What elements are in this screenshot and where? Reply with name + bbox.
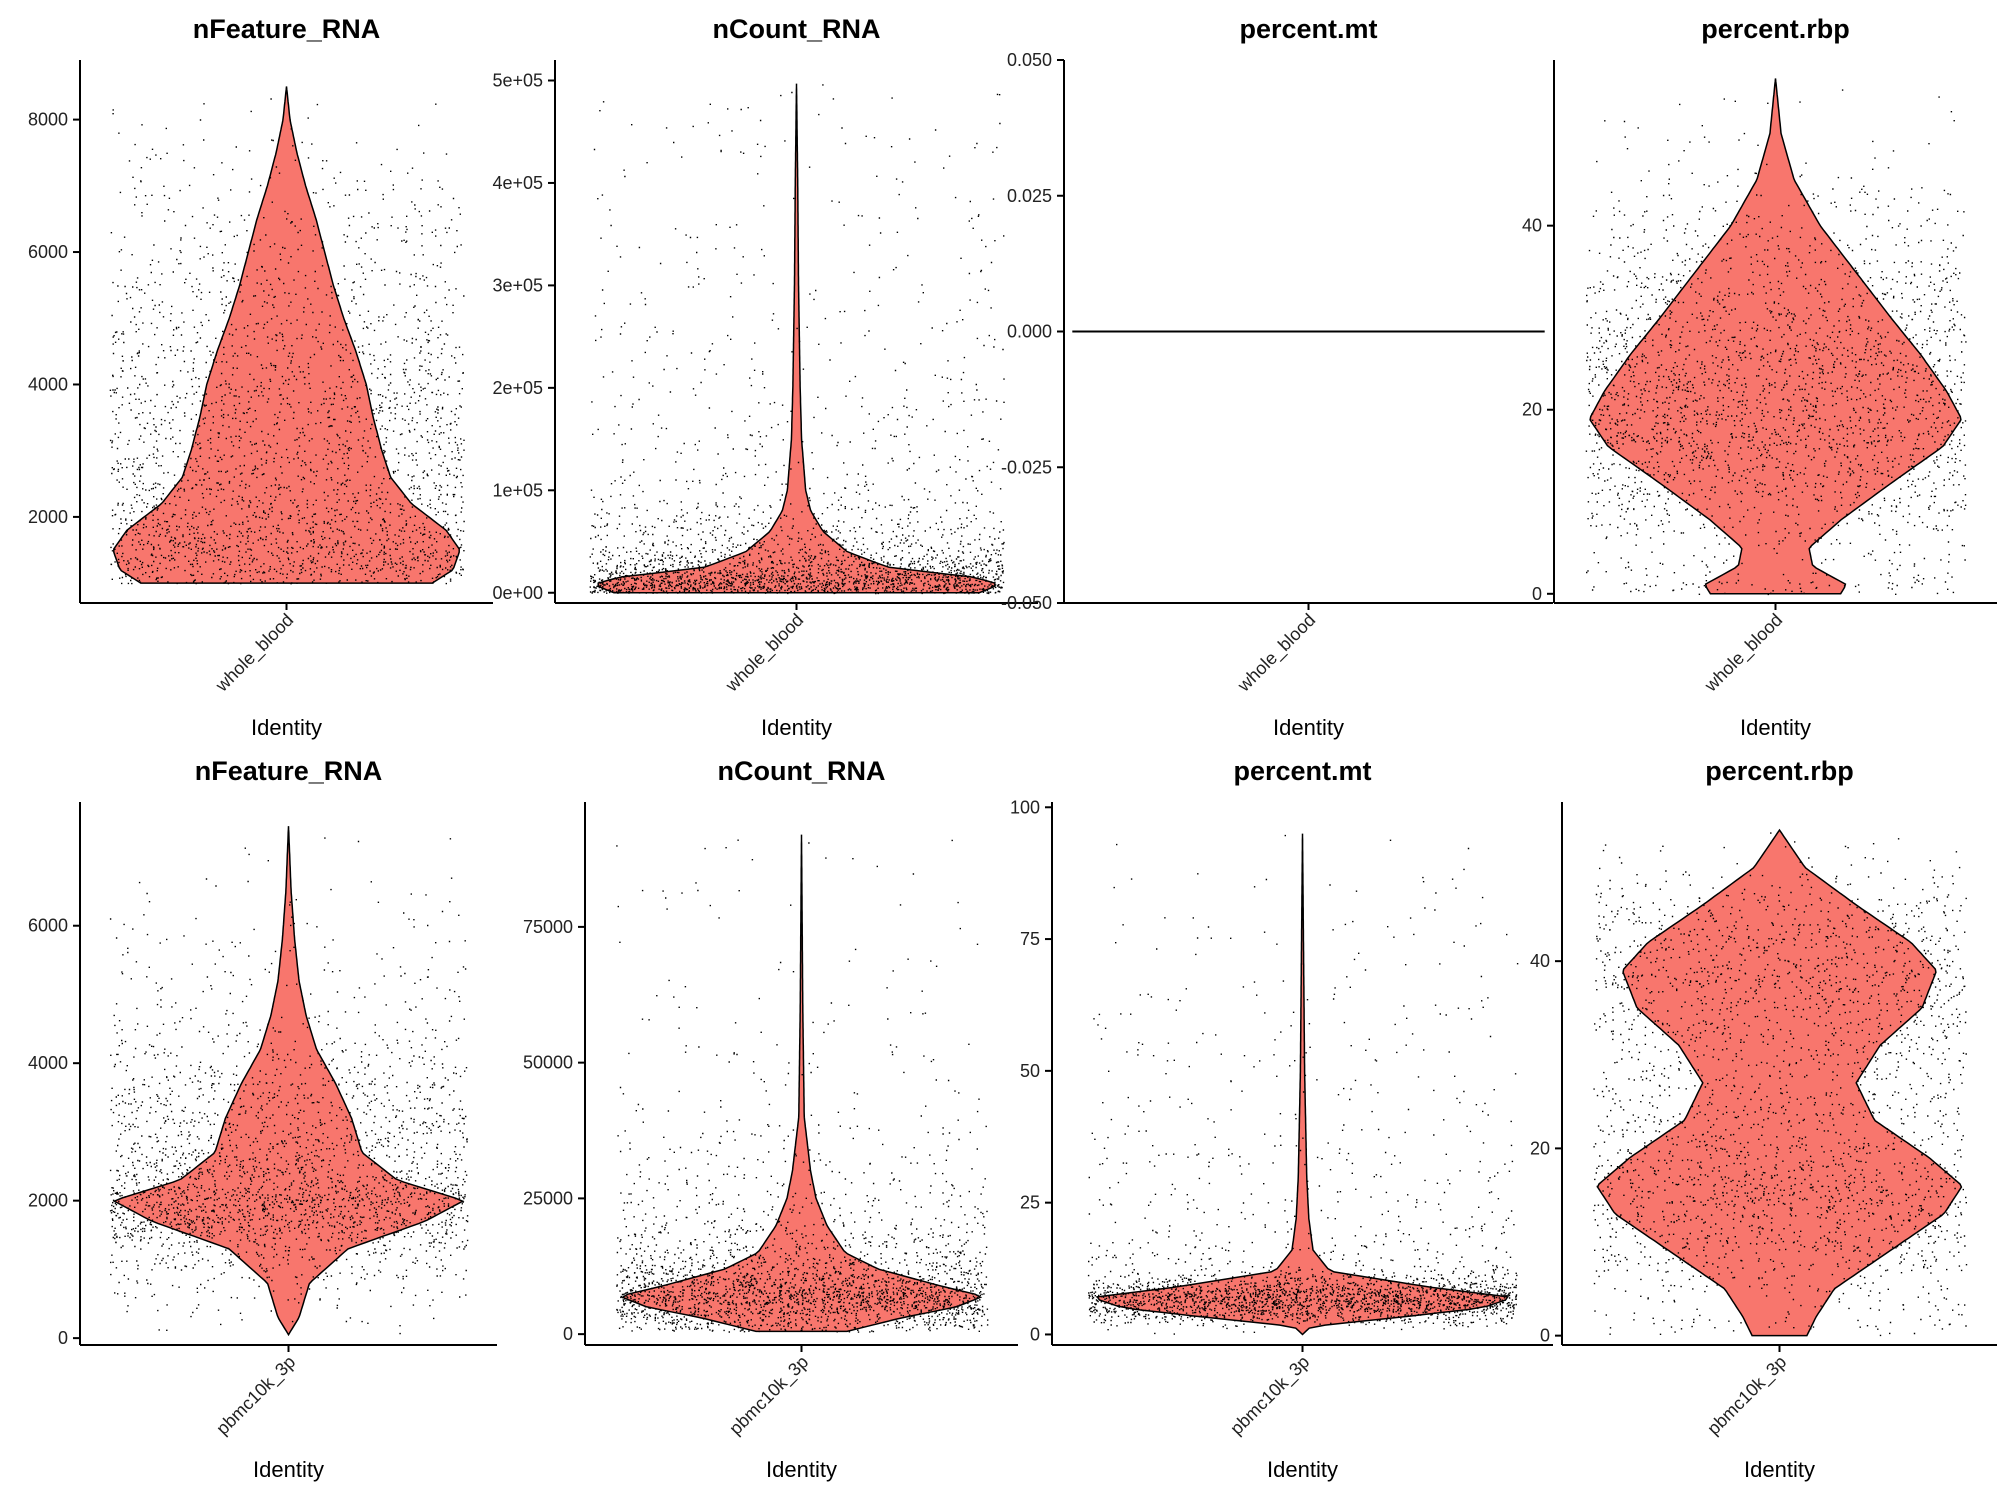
- y-tick-label: 2e+05: [492, 378, 543, 398]
- y-tick-label: 20: [1530, 1138, 1550, 1158]
- violin-panel: nCount_RNA 0e+00 1e+05 2e+05 3e+05 4e+05 5e+05…: [492, 14, 1038, 740]
- x-axis-title: Identity: [766, 1457, 837, 1482]
- y-tick-label: 0: [1030, 1324, 1040, 1344]
- violin-panel: percent.mt 0 25 50 75 100 pbmc10k_3p Identity: [1010, 756, 1553, 1482]
- violin-panel: percent.rbp 0 20 40 pbmc10k_3p Identity: [1530, 756, 1997, 1482]
- y-tick-label: 100: [1010, 797, 1040, 817]
- panel-title: percent.mt: [1239, 14, 1377, 44]
- y-tick-label: 0e+00: [492, 583, 543, 603]
- violin-shape: [113, 86, 460, 584]
- violin-shape: [597, 83, 996, 594]
- y-tick-label: 3e+05: [492, 275, 543, 295]
- y-tick-label: 6000: [28, 242, 68, 262]
- y-tick-label: 75: [1020, 929, 1040, 949]
- y-tick-label: 25000: [523, 1188, 573, 1208]
- x-category-label: pbmc10k_3p: [212, 1352, 300, 1440]
- y-tick-label: 4000: [28, 374, 68, 394]
- y-tick-label: -0.050: [1001, 593, 1052, 613]
- y-tick-label: 0: [58, 1328, 68, 1348]
- violin-shape: [1095, 833, 1510, 1336]
- x-category-label: whole_blood: [211, 610, 298, 697]
- jitter-point: [616, 839, 989, 1333]
- y-tick-label: 2000: [28, 507, 68, 527]
- y-tick-label: 0.050: [1007, 50, 1052, 70]
- violin-panel: nFeature_RNA 0 2000 4000 6000 pbmc10k_3p Ident…: [28, 756, 497, 1482]
- x-category-label: whole_blood: [1233, 610, 1320, 697]
- x-category-label: whole_blood: [1700, 610, 1787, 697]
- y-tick-label: 25: [1020, 1193, 1040, 1213]
- panel-title: nCount_RNA: [718, 756, 886, 786]
- y-tick-label: 0.025: [1007, 186, 1052, 206]
- y-tick-label: 0: [1540, 1326, 1550, 1346]
- y-tick-label: 40: [1530, 951, 1550, 971]
- x-category-label: pbmc10k_3p: [725, 1352, 813, 1440]
- panel-title: percent.rbp: [1701, 14, 1850, 44]
- panel-title: nFeature_RNA: [195, 756, 383, 786]
- x-category-label: whole_blood: [721, 610, 808, 697]
- y-tick-label: 5e+05: [492, 70, 543, 90]
- y-tick-label: 2000: [28, 1191, 68, 1211]
- violin-panel: percent.rbp 0 20 40 whole_blood Identity: [1522, 14, 1997, 740]
- violin-panel: nFeature_RNA 2000 4000 6000 8000 whole_blood I…: [28, 14, 493, 740]
- y-tick-label: 20: [1522, 400, 1542, 420]
- x-axis-title: Identity: [761, 715, 832, 740]
- y-tick-label: 1e+05: [492, 480, 543, 500]
- x-category-label: pbmc10k_3p: [1703, 1352, 1791, 1440]
- y-tick-label: 8000: [28, 110, 68, 130]
- x-axis-title: Identity: [1267, 1457, 1338, 1482]
- y-tick-label: 50000: [523, 1053, 573, 1073]
- panel-title: percent.mt: [1233, 756, 1371, 786]
- violin-shape: [1596, 828, 1963, 1337]
- y-tick-label: 0: [1532, 584, 1542, 604]
- y-tick-label: 4000: [28, 1053, 68, 1073]
- y-tick-label: 40: [1522, 216, 1542, 236]
- jitter-points: [616, 839, 989, 1333]
- panel-title: nCount_RNA: [713, 14, 881, 44]
- violin-shape: [620, 834, 983, 1333]
- y-tick-label: 6000: [28, 916, 68, 936]
- y-tick-label: -0.025: [1001, 457, 1052, 477]
- y-tick-label: 75000: [523, 917, 573, 937]
- y-tick-label: 0: [563, 1324, 573, 1344]
- panel-title: percent.rbp: [1705, 756, 1854, 786]
- x-axis-title: Identity: [1744, 1457, 1815, 1482]
- x-axis-title: Identity: [253, 1457, 324, 1482]
- violin-panel: percent.mt -0.050 -0.025 0.000 0.025 0.050 who…: [1001, 14, 1553, 740]
- y-tick-label: 50: [1020, 1061, 1040, 1081]
- x-axis-title: Identity: [1273, 715, 1344, 740]
- y-tick-label: 4e+05: [492, 173, 543, 193]
- violin-panel: nCount_RNA 0 25000 50000 75000 pbmc10k_3p Iden…: [523, 756, 1018, 1482]
- x-category-label: pbmc10k_3p: [1226, 1352, 1314, 1440]
- violin-shape: [112, 826, 465, 1337]
- panel-title: nFeature_RNA: [193, 14, 381, 44]
- x-axis-title: Identity: [251, 715, 322, 740]
- x-axis-title: Identity: [1740, 715, 1811, 740]
- y-tick-label: 0.000: [1007, 322, 1052, 342]
